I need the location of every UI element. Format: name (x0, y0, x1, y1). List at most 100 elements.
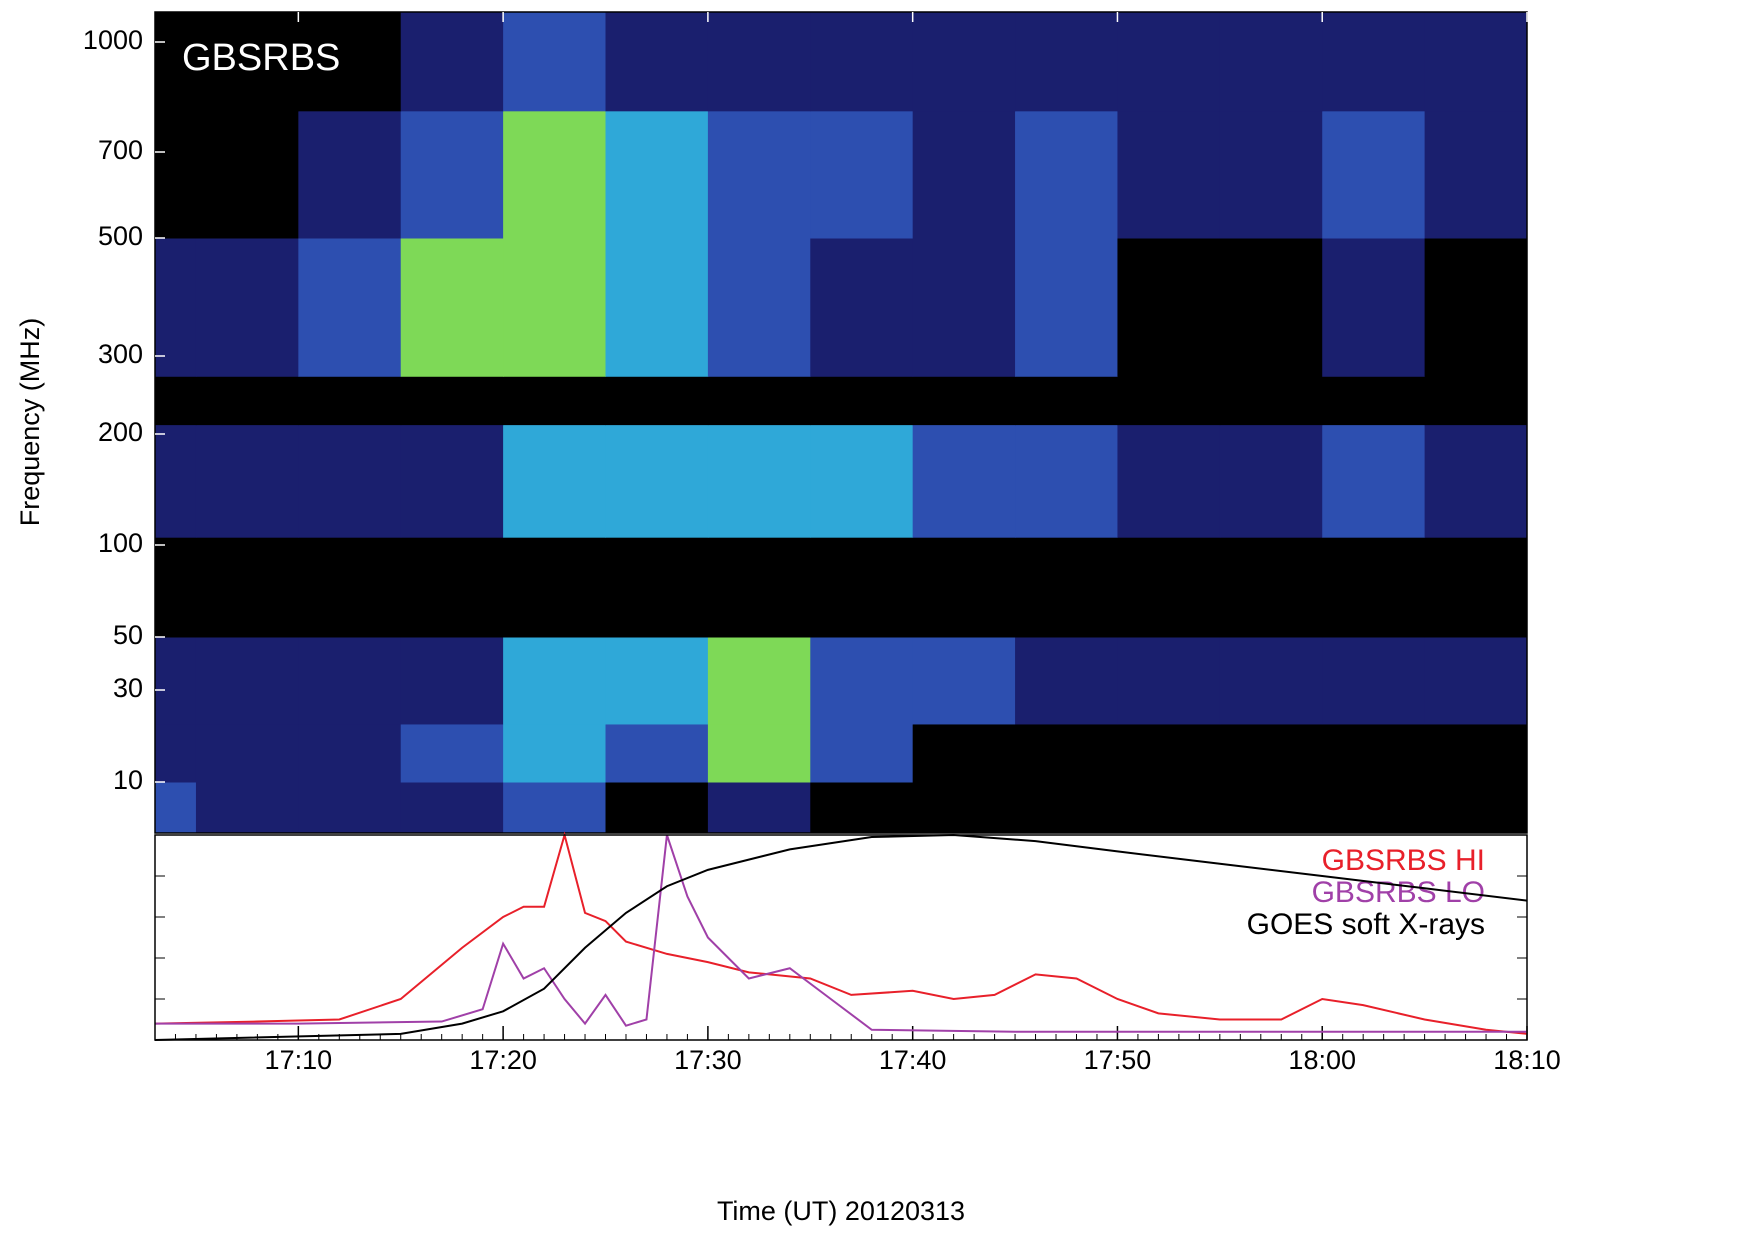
spectrum-cell (707, 723, 811, 783)
legend-entry: GBSRBS HI (1322, 844, 1485, 877)
spectrum-cell (400, 424, 504, 538)
spectrum-cell (298, 376, 402, 426)
spectrum-cell (810, 424, 914, 538)
spectrum-cell (1322, 12, 1426, 112)
y-tick-label: 100 (98, 528, 143, 558)
spectrum-cell (912, 238, 1016, 377)
spectrum-cell (503, 110, 607, 239)
spectrum-cell (1219, 637, 1323, 725)
spectrum-cell (707, 424, 811, 538)
spectrum-cell (155, 12, 197, 112)
spectrum-cell (912, 110, 1016, 239)
x-tick-label: 17:50 (1084, 1045, 1152, 1075)
spectrum-cell (605, 723, 709, 783)
spectrum-cell (400, 782, 504, 834)
y-tick-label: 1000 (83, 25, 143, 55)
spectrum-cell (1117, 12, 1221, 112)
spectrum-cell (1424, 238, 1528, 377)
spectrum-cell (155, 723, 197, 783)
spectrum-cell (605, 782, 709, 834)
spectrum-cell (1424, 424, 1528, 538)
spectrum-cell (1219, 782, 1323, 834)
spectrum-cell (605, 637, 709, 725)
spectrum-cell (195, 782, 299, 834)
spectrum-cell (1219, 12, 1323, 112)
spectrum-cell (1117, 723, 1221, 783)
spectrum-cell (195, 637, 299, 725)
spectrum-cell (912, 637, 1016, 725)
spectrum-cell (1015, 537, 1118, 638)
spectrum-cell (400, 238, 504, 377)
spectrum-cell (195, 537, 299, 638)
x-tick-label: 17:10 (265, 1045, 333, 1075)
x-tick-label: 18:00 (1288, 1045, 1356, 1075)
spectrum-cell (195, 238, 299, 377)
spectrum-cell (810, 110, 914, 239)
spectrum-cell (503, 537, 607, 638)
spectrum-cell (1015, 723, 1118, 783)
spectrum-cell (1015, 110, 1118, 239)
spectrum-cell (298, 637, 402, 725)
spectrum-cell (1424, 723, 1528, 783)
spectrum-cell (1015, 238, 1118, 377)
spectrum-cell (1424, 537, 1528, 638)
spectrum-cell (605, 376, 709, 426)
spectrum-cell (1219, 424, 1323, 538)
spectrum-cell (605, 424, 709, 538)
x-axis-label: Time (UT) 20120313 (717, 1196, 965, 1226)
y-tick-label: 500 (98, 221, 143, 251)
spectrum-cell (400, 110, 504, 239)
spectrum-cell (1424, 12, 1528, 112)
spectrum-cell (912, 12, 1016, 112)
spectrum-cell (298, 238, 402, 377)
spectrum-cell (503, 637, 607, 725)
spectrum-cell (912, 537, 1016, 638)
spectrum-cell (503, 723, 607, 783)
spectrum-cell (400, 723, 504, 783)
spectrum-cell (1117, 782, 1221, 834)
spectrum-cell (1322, 723, 1426, 783)
spectrum-cell (155, 537, 197, 638)
spectrum-cell (195, 110, 299, 239)
spectrum-cell (912, 723, 1016, 783)
spectrum-cell (1015, 376, 1118, 426)
spectrum-cell (1322, 238, 1426, 377)
spectrum-cell (810, 537, 914, 638)
plot-frame (154, 11, 1528, 834)
spectrum-cell (155, 637, 197, 725)
spectrum-cell (707, 110, 811, 239)
spectrum-cell (1322, 782, 1426, 834)
spectrum-cell (1015, 637, 1118, 725)
spectrum-cell (195, 376, 299, 426)
spectrum-cell (155, 238, 197, 377)
spectrum-cell (400, 12, 504, 112)
spectrum-cell (810, 238, 914, 377)
spectrogram (155, 12, 1528, 834)
y-tick-label: 200 (98, 417, 143, 447)
series-line (154, 833, 1528, 1041)
spectrum-cell (707, 637, 811, 725)
spectrum-cell (298, 424, 402, 538)
spectrum-cell (1322, 110, 1426, 239)
spectrum-cell (503, 376, 607, 426)
spectrum-cell (1219, 723, 1323, 783)
annotation: GBSRBS (182, 37, 340, 79)
spectrum-cell (155, 782, 197, 834)
series-line (154, 831, 1528, 1035)
x-tick-label: 17:30 (674, 1045, 742, 1075)
spectrum-cell (605, 238, 709, 377)
spectrum-cell (1424, 637, 1528, 725)
spectrum-cell (707, 537, 811, 638)
spectrum-cell (195, 723, 299, 783)
spectrum-cell (503, 424, 607, 538)
spectrum-cell (298, 723, 402, 783)
spectrum-cell (1322, 637, 1426, 725)
spectrum-cell (503, 782, 607, 834)
y-tick-label: 10 (113, 765, 143, 795)
spectrum-cell (912, 782, 1016, 834)
y-tick-label: 50 (113, 620, 143, 650)
spectrum-cell (810, 637, 914, 725)
spectrum-cell (1117, 424, 1221, 538)
spectrum-cell (912, 376, 1016, 426)
